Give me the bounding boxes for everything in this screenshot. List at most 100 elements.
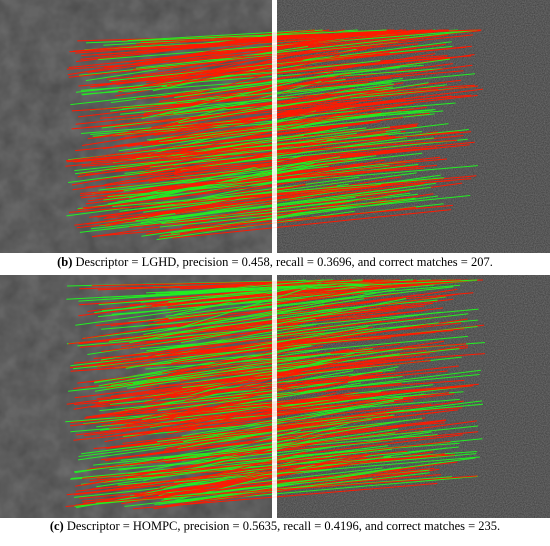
match-line	[112, 94, 478, 137]
match-line	[77, 165, 419, 211]
match-line	[142, 451, 306, 494]
match-line	[172, 56, 445, 84]
match-line	[160, 376, 403, 404]
match-line	[109, 45, 453, 82]
match-line	[90, 73, 475, 111]
match-line	[91, 49, 367, 88]
match-line	[171, 365, 459, 399]
match-line	[68, 29, 442, 68]
match-line	[161, 457, 476, 501]
match-line	[97, 157, 360, 201]
match-line	[143, 131, 438, 175]
match-line	[157, 369, 482, 411]
match-line	[73, 403, 432, 441]
match-line	[98, 369, 396, 402]
panel: (b) Descriptor = LGHD, precision = 0.458…	[0, 0, 550, 269]
match-line	[75, 456, 384, 492]
match-line	[98, 29, 479, 61]
match-line	[102, 331, 325, 359]
match-line	[111, 52, 390, 83]
match-line	[136, 328, 465, 360]
match-line	[178, 195, 439, 233]
match-line	[179, 340, 445, 382]
match-line	[143, 453, 368, 497]
match-line	[164, 102, 414, 145]
match-line	[95, 370, 302, 405]
match-line	[180, 137, 408, 171]
match-line	[123, 156, 341, 192]
match-line	[173, 456, 480, 483]
match-line	[144, 359, 347, 403]
match-line	[93, 95, 360, 139]
match-line	[141, 78, 309, 120]
match-line	[124, 367, 346, 411]
match-line	[78, 55, 448, 87]
match-line	[139, 388, 425, 429]
match-line	[122, 414, 390, 444]
match-line	[99, 374, 480, 412]
match-line	[74, 131, 401, 175]
match-line	[125, 381, 348, 426]
match-line	[136, 407, 463, 434]
match-line	[158, 293, 460, 339]
match-line	[85, 159, 356, 188]
match-line	[68, 348, 460, 392]
match-line	[137, 29, 386, 51]
match-line	[142, 461, 458, 499]
match-line	[161, 197, 416, 224]
match-line	[156, 289, 359, 324]
match-line	[150, 101, 357, 143]
match-line	[177, 375, 306, 415]
match-line	[160, 419, 408, 463]
match-line	[129, 199, 405, 228]
match-line	[165, 420, 477, 464]
match-line	[81, 139, 458, 167]
match-line	[143, 289, 396, 335]
match-line	[86, 29, 387, 44]
match-line	[165, 113, 435, 143]
match-line	[67, 34, 307, 76]
match-line	[124, 478, 373, 507]
match-line	[180, 298, 407, 344]
match-line	[155, 313, 469, 351]
match-line	[120, 99, 368, 140]
match-line	[157, 400, 483, 443]
match-line	[159, 78, 403, 116]
match-line	[168, 286, 454, 320]
match-line	[69, 29, 445, 53]
match-line	[180, 190, 410, 235]
match-line	[79, 279, 460, 290]
match-line	[135, 186, 431, 222]
match-line	[66, 43, 419, 70]
caption-text: Descriptor = HOMPC, precision = 0.5635, …	[67, 519, 500, 533]
match-line	[97, 331, 381, 368]
match-line	[184, 365, 321, 402]
match-line	[128, 295, 364, 323]
match-line	[163, 141, 475, 172]
match-line	[175, 183, 425, 215]
match-line	[158, 279, 325, 296]
match-line	[172, 55, 340, 101]
match-line	[146, 311, 442, 352]
caption-label: (c)	[50, 519, 64, 533]
match-line	[114, 111, 382, 147]
match-line	[178, 82, 429, 124]
caption-text: Descriptor = LGHD, precision = 0.458, re…	[76, 255, 493, 269]
match-line	[87, 29, 403, 73]
match-line	[125, 326, 369, 369]
match-line	[80, 64, 424, 91]
match-line	[161, 345, 323, 374]
match-line	[99, 392, 352, 436]
match-line	[86, 188, 349, 225]
match-line	[112, 177, 445, 207]
match-line	[146, 427, 397, 455]
match-line	[175, 143, 427, 172]
separator	[272, 0, 277, 253]
match-line	[141, 440, 451, 477]
match-line	[174, 462, 324, 501]
match-line	[83, 475, 478, 504]
match-line	[75, 121, 376, 152]
match-line	[78, 418, 372, 457]
match-line	[154, 61, 383, 99]
match-line	[111, 403, 374, 437]
